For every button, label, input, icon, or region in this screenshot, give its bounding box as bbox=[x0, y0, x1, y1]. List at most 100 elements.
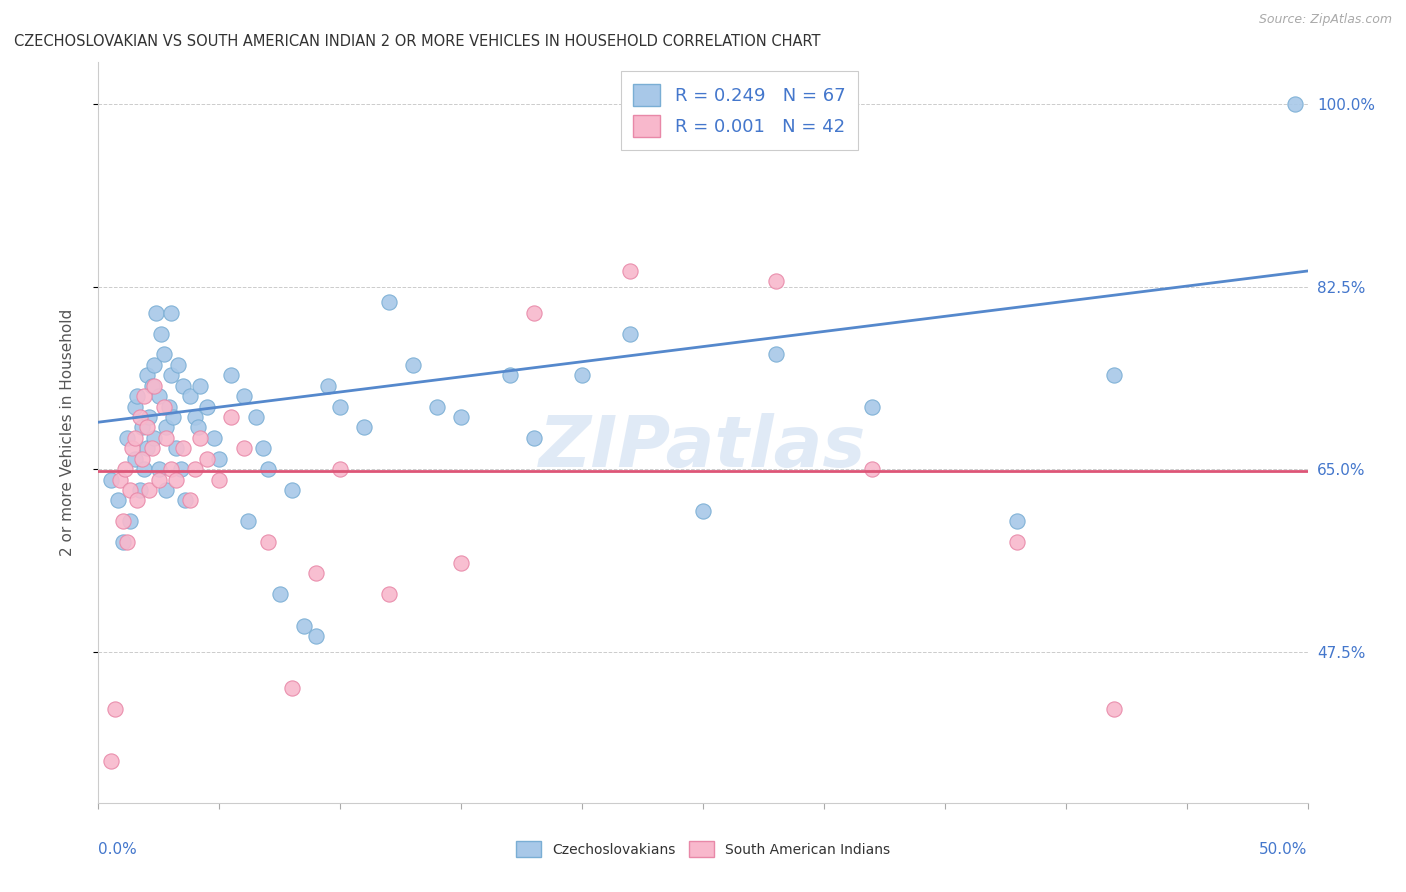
Point bbox=[138, 483, 160, 497]
Point bbox=[138, 409, 160, 424]
Point bbox=[329, 462, 352, 476]
Point bbox=[450, 409, 472, 424]
Point bbox=[221, 409, 243, 424]
Point bbox=[305, 629, 328, 643]
Point bbox=[208, 473, 231, 487]
Point bbox=[131, 451, 153, 466]
Point bbox=[860, 462, 883, 476]
Point bbox=[131, 420, 153, 434]
Point bbox=[426, 400, 449, 414]
Point bbox=[174, 493, 197, 508]
Point bbox=[208, 451, 231, 466]
Point bbox=[1007, 535, 1029, 549]
Point bbox=[143, 378, 166, 392]
Point bbox=[148, 462, 170, 476]
Point bbox=[523, 431, 546, 445]
Point bbox=[135, 368, 157, 383]
Point bbox=[165, 473, 187, 487]
Point bbox=[148, 473, 170, 487]
Point bbox=[104, 702, 127, 716]
Point bbox=[148, 389, 170, 403]
Point bbox=[1284, 97, 1306, 112]
Point bbox=[860, 400, 883, 414]
Point bbox=[692, 504, 714, 518]
Point bbox=[128, 409, 150, 424]
Point bbox=[269, 587, 291, 601]
Point bbox=[377, 295, 399, 310]
Point bbox=[179, 493, 201, 508]
Point bbox=[100, 754, 122, 768]
Point bbox=[252, 442, 274, 456]
Point bbox=[135, 420, 157, 434]
Point bbox=[765, 274, 787, 288]
Point bbox=[160, 462, 183, 476]
Point bbox=[160, 306, 183, 320]
Point bbox=[155, 420, 177, 434]
Point bbox=[245, 409, 267, 424]
Point bbox=[167, 358, 190, 372]
Point bbox=[117, 431, 139, 445]
Point bbox=[145, 306, 167, 320]
Legend: Czechoslovakians, South American Indians: Czechoslovakians, South American Indians bbox=[510, 835, 896, 863]
Point bbox=[450, 556, 472, 570]
Point bbox=[172, 378, 194, 392]
Text: ZIPatlas: ZIPatlas bbox=[540, 413, 866, 482]
Point bbox=[128, 483, 150, 497]
Point bbox=[353, 420, 375, 434]
Point bbox=[124, 451, 146, 466]
Point bbox=[316, 378, 339, 392]
Text: 0.0%: 0.0% bbox=[98, 842, 138, 856]
Point bbox=[162, 409, 184, 424]
Point bbox=[571, 368, 593, 383]
Point bbox=[1102, 702, 1125, 716]
Point bbox=[184, 462, 207, 476]
Text: Source: ZipAtlas.com: Source: ZipAtlas.com bbox=[1258, 13, 1392, 27]
Point bbox=[160, 368, 183, 383]
Point bbox=[184, 409, 207, 424]
Point bbox=[127, 389, 149, 403]
Point bbox=[141, 378, 163, 392]
Point bbox=[143, 431, 166, 445]
Point bbox=[765, 347, 787, 361]
Point bbox=[134, 389, 156, 403]
Point bbox=[114, 462, 136, 476]
Point bbox=[619, 326, 641, 341]
Point bbox=[117, 535, 139, 549]
Point bbox=[118, 483, 141, 497]
Text: CZECHOSLOVAKIAN VS SOUTH AMERICAN INDIAN 2 OR MORE VEHICLES IN HOUSEHOLD CORRELA: CZECHOSLOVAKIAN VS SOUTH AMERICAN INDIAN… bbox=[14, 34, 820, 49]
Point bbox=[232, 389, 254, 403]
Point bbox=[121, 442, 143, 456]
Text: 50.0%: 50.0% bbox=[1260, 842, 1308, 856]
Point bbox=[107, 493, 129, 508]
Point bbox=[118, 514, 141, 528]
Point bbox=[329, 400, 352, 414]
Point bbox=[523, 306, 546, 320]
Point bbox=[155, 431, 177, 445]
Point bbox=[281, 483, 304, 497]
Point bbox=[111, 514, 134, 528]
Point bbox=[124, 400, 146, 414]
Point bbox=[377, 587, 399, 601]
Point bbox=[143, 358, 166, 372]
Point bbox=[195, 400, 218, 414]
Point bbox=[111, 535, 134, 549]
Point bbox=[188, 431, 211, 445]
Point bbox=[134, 462, 156, 476]
Point bbox=[256, 462, 278, 476]
Point bbox=[155, 483, 177, 497]
Point bbox=[256, 535, 278, 549]
Point bbox=[157, 400, 180, 414]
Point bbox=[204, 431, 226, 445]
Point bbox=[179, 389, 201, 403]
Point bbox=[305, 566, 328, 581]
Point bbox=[165, 442, 187, 456]
Point bbox=[152, 400, 174, 414]
Point bbox=[1007, 514, 1029, 528]
Point bbox=[281, 681, 304, 695]
Point bbox=[127, 493, 149, 508]
Point bbox=[169, 462, 191, 476]
Point bbox=[172, 442, 194, 456]
Point bbox=[292, 618, 315, 632]
Point bbox=[188, 378, 211, 392]
Point bbox=[150, 326, 173, 341]
